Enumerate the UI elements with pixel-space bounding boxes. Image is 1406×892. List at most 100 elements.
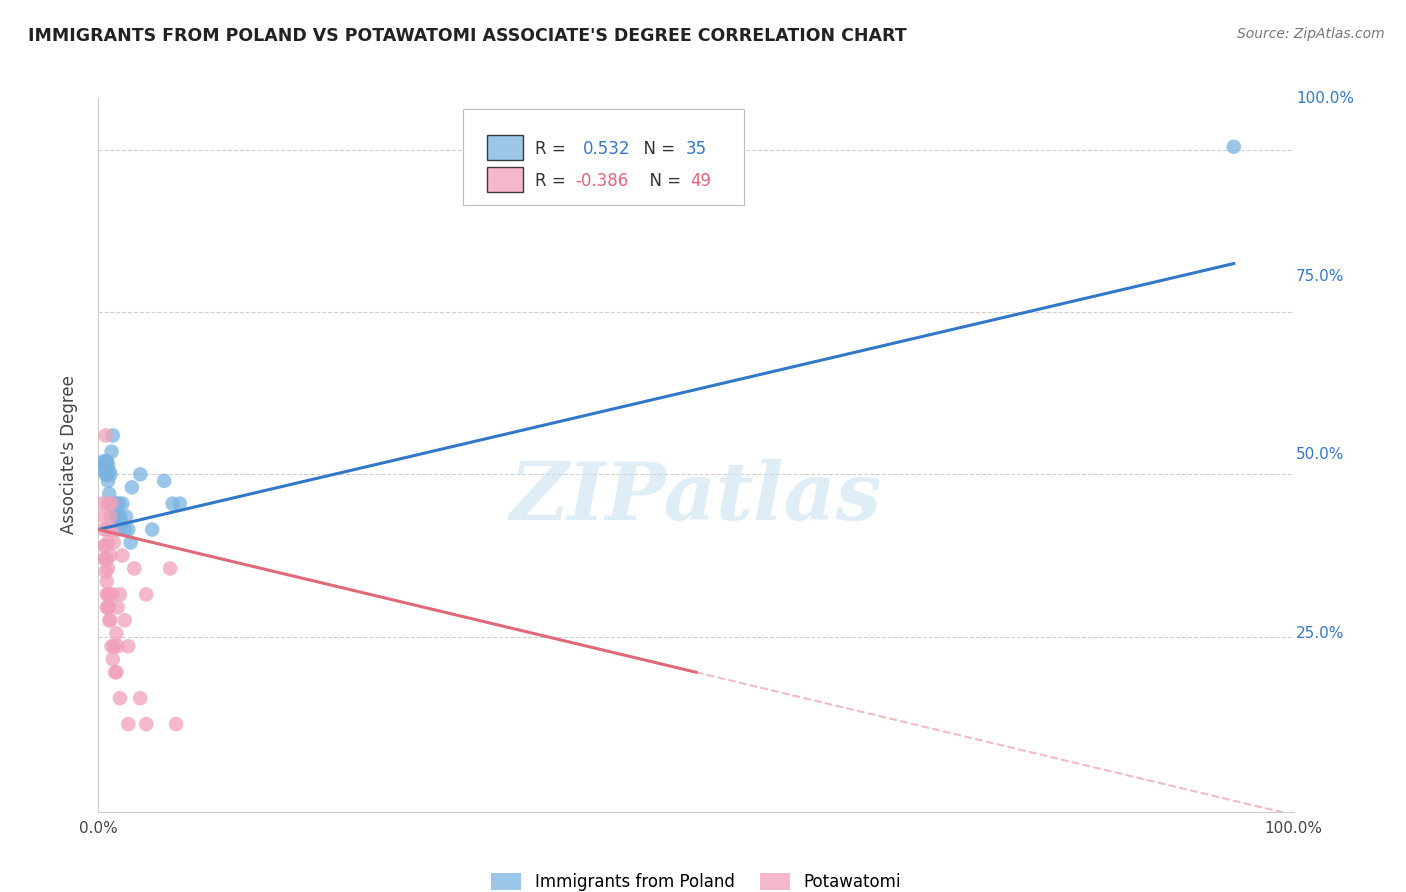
Point (159, 561, 181, 575)
Point (94, 539, 117, 553)
Point (117, 640, 139, 654)
Text: Source: ZipAtlas.com: Source: ZipAtlas.com (1237, 27, 1385, 41)
Point (94, 454, 117, 468)
Point (96, 587, 118, 601)
Point (98, 600, 121, 615)
Point (93, 458, 115, 472)
Point (103, 640, 125, 654)
Point (108, 691, 131, 706)
Point (162, 497, 184, 511)
Point (108, 587, 131, 601)
Point (94, 551, 117, 566)
FancyBboxPatch shape (463, 109, 744, 205)
Point (91, 497, 114, 511)
Point (105, 665, 128, 680)
Point (111, 497, 134, 511)
Point (98, 464, 121, 478)
Text: N =: N = (638, 172, 686, 190)
Text: 0.532: 0.532 (582, 140, 630, 158)
Point (93, 539, 115, 553)
Point (107, 600, 129, 615)
Text: 25.0%: 25.0% (1296, 626, 1344, 640)
Point (104, 665, 127, 680)
Point (94, 467, 117, 482)
Point (117, 523, 139, 537)
Point (103, 503, 125, 517)
Point (105, 497, 128, 511)
Text: R =: R = (534, 172, 571, 190)
Point (129, 467, 152, 482)
Point (121, 480, 143, 494)
Point (100, 444, 122, 458)
Point (98, 467, 122, 482)
Point (111, 549, 134, 563)
Point (98, 497, 122, 511)
Point (100, 523, 122, 537)
Point (97, 600, 120, 615)
Point (105, 626, 128, 640)
Legend: Immigrants from Poland, Potawatomi: Immigrants from Poland, Potawatomi (485, 866, 907, 892)
FancyBboxPatch shape (486, 135, 523, 161)
Point (135, 587, 157, 601)
Point (141, 523, 163, 537)
Point (114, 523, 136, 537)
Point (169, 497, 191, 511)
Text: ZIPatlas: ZIPatlas (510, 459, 882, 536)
Point (108, 509, 131, 524)
Point (101, 587, 124, 601)
Point (120, 535, 142, 549)
Point (98, 587, 121, 601)
Point (98, 487, 121, 501)
Point (93, 523, 115, 537)
Point (96, 454, 118, 468)
Point (97, 587, 120, 601)
Point (110, 516, 132, 530)
Point (98, 613, 121, 627)
Text: R =: R = (534, 140, 571, 158)
Text: 49: 49 (690, 172, 711, 190)
Point (165, 717, 187, 731)
Text: 35: 35 (685, 140, 706, 158)
Point (101, 428, 124, 442)
Point (104, 509, 127, 524)
Point (115, 509, 138, 524)
Point (107, 523, 129, 537)
Point (98, 549, 122, 563)
Point (1222, 140, 1246, 154)
Point (97, 561, 120, 575)
Point (129, 691, 152, 706)
Point (135, 717, 157, 731)
Point (94, 428, 117, 442)
Point (107, 509, 129, 524)
Point (93, 551, 115, 566)
Point (96, 551, 118, 566)
Point (96, 574, 118, 589)
Point (124, 561, 146, 575)
Point (100, 497, 122, 511)
Point (153, 474, 176, 488)
Point (94, 565, 117, 579)
Y-axis label: Associate's Degree: Associate's Degree (59, 376, 77, 534)
Point (101, 652, 124, 666)
Text: 100.0%: 100.0% (1296, 91, 1354, 105)
Point (117, 717, 139, 731)
Point (107, 497, 129, 511)
Point (97, 535, 120, 549)
FancyBboxPatch shape (486, 167, 523, 193)
Point (96, 523, 118, 537)
Point (91, 509, 114, 524)
Text: 50.0%: 50.0% (1296, 448, 1344, 462)
Point (98, 613, 122, 627)
Text: N =: N = (633, 140, 681, 158)
Point (103, 535, 125, 549)
Point (91, 454, 114, 468)
Point (97, 474, 120, 488)
Point (100, 640, 122, 654)
Point (114, 613, 136, 627)
Point (96, 600, 118, 615)
Point (98, 509, 122, 524)
Text: IMMIGRANTS FROM POLAND VS POTAWATOMI ASSOCIATE'S DEGREE CORRELATION CHART: IMMIGRANTS FROM POLAND VS POTAWATOMI ASS… (28, 27, 907, 45)
Text: -0.386: -0.386 (575, 172, 628, 190)
Point (96, 467, 118, 482)
Point (107, 640, 129, 654)
